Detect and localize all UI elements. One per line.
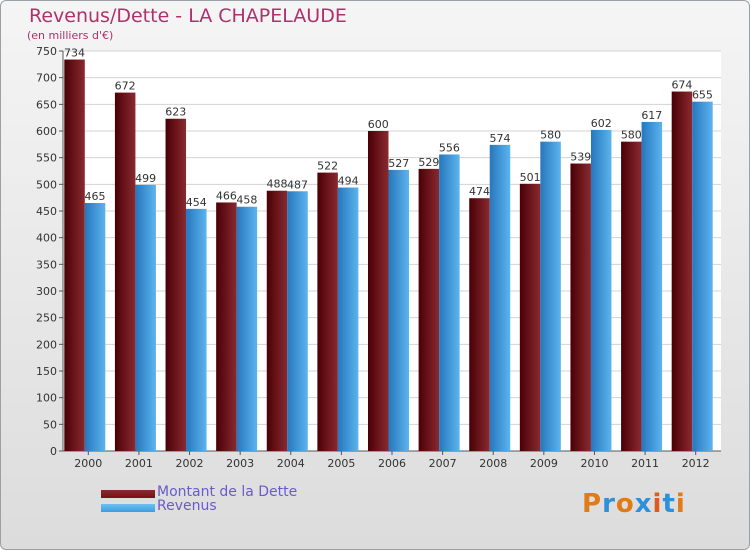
y-tick-label: 600: [36, 125, 57, 138]
y-tick-label: 350: [36, 258, 57, 271]
y-tick-label: 400: [36, 232, 57, 245]
data-label-revenue: 556: [439, 141, 460, 154]
bar-revenue: [337, 187, 359, 452]
data-label-revenue: 487: [287, 178, 308, 191]
data-label-revenue: 574: [489, 132, 510, 145]
bar-revenue: [590, 129, 612, 451]
bar-revenue: [692, 101, 713, 452]
bar-debt: [418, 168, 440, 451]
data-label-revenue: 454: [186, 196, 207, 209]
bar-revenue: [135, 184, 156, 451]
data-label-revenue: 458: [236, 194, 257, 207]
data-label-debt: 488: [267, 178, 288, 191]
bar-debt: [368, 131, 389, 451]
logo-letter: i: [652, 489, 663, 519]
legend-label-debt: Montant de la Dette: [157, 484, 298, 500]
data-label-revenue: 499: [135, 172, 156, 185]
bar-revenue: [388, 169, 409, 451]
data-label-debt: 734: [64, 47, 85, 60]
chart-subtitle: (en milliers d'€): [27, 29, 114, 42]
chart-title: Revenus/Dette - LA CHAPELAUDE: [29, 5, 347, 27]
bar-revenue: [540, 141, 561, 451]
x-tick-label: 2007: [429, 457, 457, 470]
bar-debt: [266, 190, 288, 451]
bar-debt: [64, 59, 85, 452]
x-tick-label: 2012: [682, 457, 710, 470]
data-label-revenue: 465: [85, 190, 106, 203]
data-label-debt: 474: [469, 185, 490, 198]
y-tick-label: 150: [36, 365, 57, 378]
y-tick-label: 50: [43, 418, 57, 431]
logo-letter: i: [675, 489, 686, 519]
x-tick-label: 2004: [277, 457, 305, 470]
x-tick-label: 2005: [327, 457, 355, 470]
bar-revenue: [186, 208, 207, 451]
data-label-revenue: 527: [388, 157, 409, 170]
y-tick-label: 0: [50, 445, 57, 458]
data-label-debt: 623: [165, 106, 186, 119]
x-tick-label: 2006: [378, 457, 406, 470]
bar-debt: [519, 183, 541, 452]
bar-revenue: [84, 203, 106, 451]
legend-label-revenue: Revenus: [157, 498, 217, 514]
data-label-debt: 539: [570, 151, 591, 164]
data-label-debt: 600: [368, 118, 389, 131]
bar-revenue: [287, 191, 308, 451]
x-tick-label: 2010: [580, 457, 608, 470]
data-label-debt: 529: [418, 156, 439, 169]
bar-debt: [114, 92, 136, 451]
bar-debt: [671, 91, 693, 452]
x-tick-label: 2009: [530, 457, 558, 470]
bar-revenue: [641, 121, 663, 451]
y-tick-label: 100: [36, 392, 57, 405]
x-tick-label: 2002: [176, 457, 204, 470]
logo-letter: r: [602, 489, 616, 519]
y-tick-label: 650: [36, 98, 57, 111]
logo-letter: x: [634, 489, 653, 519]
y-tick-label: 200: [36, 338, 57, 351]
bar-debt: [570, 163, 591, 452]
bar-debt: [216, 202, 237, 451]
data-label-revenue: 602: [591, 117, 612, 130]
data-label-debt: 501: [520, 171, 541, 184]
bar-revenue: [439, 154, 460, 451]
data-label-revenue: 655: [692, 89, 713, 102]
y-tick-label: 250: [36, 312, 57, 325]
bar-debt: [317, 172, 338, 451]
legend-swatch-revenue: [101, 504, 155, 512]
data-label-debt: 672: [115, 80, 136, 93]
x-tick-label: 2000: [74, 457, 102, 470]
data-label-debt: 522: [317, 160, 338, 173]
x-tick-label: 2003: [226, 457, 254, 470]
bar-revenue: [236, 206, 258, 451]
y-tick-label: 750: [36, 45, 57, 58]
x-tick-label: 2011: [631, 457, 659, 470]
x-tick-label: 2001: [125, 457, 153, 470]
data-label-debt: 580: [621, 129, 642, 142]
data-label-debt: 674: [671, 79, 692, 92]
data-label-revenue: 494: [338, 175, 359, 188]
bar-debt: [469, 198, 490, 451]
logo-letter: P: [582, 489, 603, 519]
data-label-debt: 466: [216, 189, 237, 202]
y-tick-label: 450: [36, 205, 57, 218]
y-tick-label: 300: [36, 285, 57, 298]
proxiti-logo: Proxiti: [582, 489, 686, 519]
y-tick-label: 500: [36, 178, 57, 191]
data-label-revenue: 580: [540, 129, 561, 142]
bar-revenue: [489, 144, 511, 451]
logo-letter: o: [615, 489, 635, 519]
logo-letter: t: [662, 489, 676, 519]
bar-debt: [621, 141, 642, 451]
x-tick-label: 2008: [479, 457, 507, 470]
y-tick-label: 700: [36, 72, 57, 85]
legend-swatch-debt: [101, 490, 155, 498]
y-tick-label: 550: [36, 152, 57, 165]
bar-debt: [165, 118, 187, 451]
data-label-revenue: 617: [641, 109, 662, 122]
